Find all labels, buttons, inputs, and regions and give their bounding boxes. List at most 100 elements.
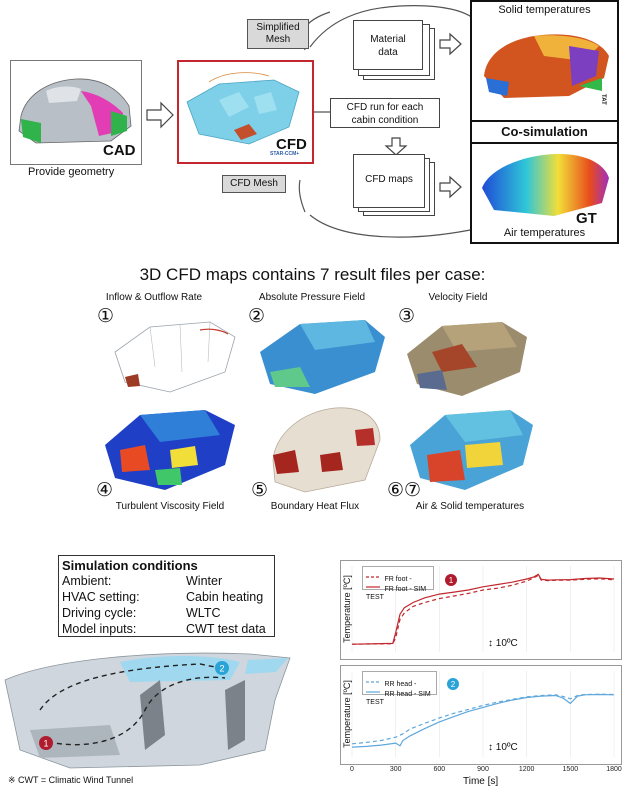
map-number-5: ⑤ <box>251 480 269 501</box>
map-image-3 <box>407 322 527 396</box>
chart-marker-2: 2 <box>447 678 459 690</box>
condition-value: WLTC <box>186 606 221 620</box>
map-number-1: ① <box>97 306 115 327</box>
x-tick-label: 1200 <box>518 766 535 773</box>
x-tick-label: 1500 <box>562 766 579 773</box>
scale-label-head-text: 10ºC <box>495 742 518 753</box>
chart-marker-2-text: 2 <box>451 680 456 689</box>
condition-row: Model inputs: CWT test data <box>60 621 268 637</box>
condition-row: Driving cycle: WLTC <box>60 605 268 621</box>
cfd-brand-label: STAR-CCM+ <box>270 151 300 157</box>
condition-key: Driving cycle: <box>62 606 137 620</box>
material-data-box: Material data <box>353 20 423 70</box>
condition-value: Winter <box>186 574 223 588</box>
condition-key: Model inputs: <box>62 622 137 636</box>
map-label-2: Absolute Pressure Field <box>258 292 366 303</box>
air-temperatures-illustration <box>482 153 609 216</box>
condition-key: Ambient: <box>62 574 112 588</box>
gt-label: GT <box>576 210 597 227</box>
map-label-4: Turbulent Viscosity Field <box>115 501 225 512</box>
legend-swatch-dashed <box>366 681 380 683</box>
provide-geometry-caption: Provide geometry <box>28 166 115 178</box>
point-1-marker: 1 <box>39 736 53 750</box>
map-label-1: Inflow & Outflow Rate <box>105 292 203 303</box>
legend-entry-test: FR foot - TEST <box>366 568 430 601</box>
cfd-mesh-illustration <box>186 72 300 145</box>
legend-label: RR head - TEST <box>366 681 417 706</box>
ylabel-foot: Temperature [ºC] <box>342 575 352 643</box>
condition-value: Cabin heating <box>186 590 264 604</box>
cfd-panel <box>177 60 314 164</box>
arrow-material-to-gt <box>439 32 462 56</box>
point-2-marker: 2 <box>215 661 229 675</box>
maps-title: 3D CFD maps contains 7 result files per … <box>139 265 486 284</box>
arc-bottom <box>309 214 481 238</box>
chart-marker-1: 1 <box>445 574 457 586</box>
xlabel-time: Time [s] <box>463 776 499 787</box>
cfd-maps-box: CFD maps <box>353 154 425 208</box>
arrow-run-down <box>384 137 408 156</box>
cad-label: CAD <box>103 142 136 159</box>
map-number-6-7: ⑥⑦ <box>387 480 422 501</box>
scale-label-head: ↕ 10ºC <box>488 742 518 753</box>
map-image-2 <box>260 320 385 394</box>
cad-panel <box>10 60 142 165</box>
simplified-mesh-label: Simplified Mesh <box>247 19 309 49</box>
condition-row: HVAC setting: Cabin heating <box>60 589 268 605</box>
svg-text:2: 2 <box>219 664 224 674</box>
map-image-4 <box>105 410 235 490</box>
map-number-4: ④ <box>96 480 114 501</box>
map-label-5: Boundary Heat Flux <box>270 501 360 512</box>
conditions-table: Simulation conditions Ambient: Winter HVA… <box>58 555 275 637</box>
condition-row: Ambient: Winter <box>60 573 268 589</box>
map-image-6-7 <box>410 410 533 490</box>
air-temperatures-label: Air temperatures <box>503 227 586 239</box>
chart-marker-1-text: 1 <box>449 576 454 585</box>
conditions-title: Simulation conditions <box>62 558 198 573</box>
legend-label: RR head - SIM <box>384 691 431 698</box>
x-axis-ticks: 0 300 600 900 1200 1500 1800 <box>0 766 625 778</box>
cfd-label: CFD <box>276 136 307 153</box>
x-tick-label: 900 <box>477 766 489 773</box>
scale-label-foot: ↕ 10ºC <box>488 638 518 649</box>
conditions-rows: Ambient: Winter HVAC setting: Cabin heatin… <box>60 573 268 637</box>
legend-head: RR head - TEST RR head - SIM <box>362 671 437 706</box>
solid-temperatures-illustration <box>484 34 609 98</box>
legend-entry-sim: FR foot - SIM <box>366 578 430 593</box>
arrow-cad-to-cfd <box>146 101 174 129</box>
footnote: ※ CWT = Climatic Wind Tunnel <box>8 775 134 785</box>
legend-label: FR foot - SIM <box>384 586 427 593</box>
solid-temperatures-label: Solid temperatures <box>498 4 591 16</box>
condition-value: CWT test data <box>186 622 266 636</box>
legend-label: FR foot - TEST <box>366 576 412 601</box>
co-simulation-label: Co-simulation <box>501 124 588 139</box>
cfd-mesh-label: CFD Mesh <box>222 175 286 193</box>
map-number-3: ③ <box>398 306 416 327</box>
cad-car-illustration <box>18 78 132 144</box>
airflow-path-2 <box>47 676 226 746</box>
svg-text:1: 1 <box>43 739 48 749</box>
arc-top <box>309 5 481 48</box>
arrow-maps-to-gt <box>439 175 462 199</box>
scale-label-foot-text: 10ºC <box>495 638 518 649</box>
x-tick-label: 600 <box>433 766 446 773</box>
cabin-illustration <box>4 652 291 769</box>
map-label-6-7: Air & Solid temperatures <box>415 501 525 512</box>
legend-entry-sim: RR head - SIM <box>366 683 433 698</box>
gt-panel: Solid temperatures TAT Co-simulation GT … <box>470 0 619 244</box>
cfd-run-box: CFD run for each cabin condition <box>330 98 440 128</box>
legend-swatch-dashed <box>366 576 380 578</box>
map-image-1 <box>114 321 236 393</box>
map-number-2: ② <box>248 306 266 327</box>
ylabel-head: Temperature [ºC] <box>342 680 352 748</box>
legend-entry-test: RR head - TEST <box>366 673 433 706</box>
x-tick-label: 300 <box>389 766 402 773</box>
map-image-5 <box>272 407 381 493</box>
x-tick-label: 0 <box>350 766 354 773</box>
tat-label: TAT <box>600 94 606 105</box>
legend-swatch-solid <box>366 691 380 693</box>
condition-key: HVAC setting: <box>62 590 140 604</box>
map-label-3: Velocity Field <box>428 292 488 303</box>
x-tick-label: 1800 <box>606 766 622 773</box>
co-simulation-banner: Co-simulation <box>472 120 617 144</box>
